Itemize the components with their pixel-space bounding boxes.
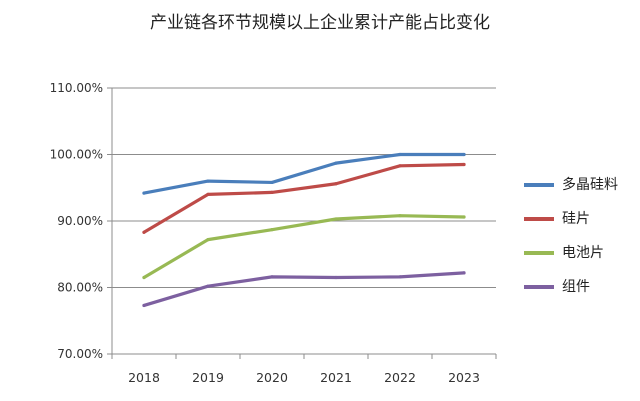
data-point (270, 228, 274, 232)
data-point (142, 191, 146, 195)
data-point (462, 152, 466, 157)
legend-swatch (524, 217, 554, 221)
data-point (206, 179, 210, 183)
data-point (398, 164, 402, 168)
legend-swatch (524, 183, 554, 187)
series-line-1 (142, 152, 466, 195)
series-line-2 (142, 162, 466, 234)
x-tick-label: 2021 (320, 370, 352, 385)
data-point (142, 230, 146, 234)
data-point (462, 215, 466, 219)
data-point (398, 152, 402, 157)
y-tick-label: 100.00% (50, 148, 103, 162)
data-point (142, 275, 146, 280)
data-point (142, 303, 146, 308)
data-point (206, 238, 210, 242)
y-tick-label: 80.00% (57, 281, 103, 295)
axes (107, 87, 497, 359)
series-line-4 (142, 271, 466, 308)
legend-label: 多晶硅料 (562, 177, 618, 193)
data-point (462, 162, 466, 167)
x-tick-label: 2019 (192, 370, 224, 385)
data-point (398, 275, 402, 279)
legend-swatch (524, 251, 554, 255)
x-tick-label: 2018 (128, 370, 160, 385)
gridlines (112, 87, 496, 355)
y-tick-labels: 110.00% 100.00% 90.00% 80.00% 70.00% (50, 81, 103, 361)
data-point (206, 284, 210, 288)
data-point (270, 275, 274, 279)
data-point (334, 275, 338, 280)
y-tick-label: 70.00% (57, 347, 103, 361)
data-point (398, 214, 402, 218)
legend-swatch (524, 285, 554, 289)
x-tick-label: 2022 (384, 370, 416, 385)
y-tick-label: 90.00% (57, 214, 103, 228)
data-point (270, 180, 274, 185)
data-point (462, 271, 466, 275)
x-tick-label: 2020 (256, 370, 288, 385)
data-point (270, 190, 274, 195)
data-point (334, 161, 338, 165)
data-point (334, 217, 338, 221)
data-point (334, 182, 338, 186)
data-point (206, 192, 210, 196)
series-line-3 (142, 214, 466, 280)
series-lines (142, 152, 466, 308)
x-tick-labels: 2018 2019 2020 2021 2022 2023 (128, 370, 480, 385)
legend-label: 硅片 (562, 211, 590, 227)
y-tick-label: 110.00% (50, 81, 103, 95)
legend-label: 电池片 (562, 245, 604, 261)
x-tick-label: 2023 (448, 370, 480, 385)
legend-label: 组件 (562, 279, 590, 295)
chart-title: 产业链各环节规模以上企业累计产能占比变化 (150, 13, 490, 33)
